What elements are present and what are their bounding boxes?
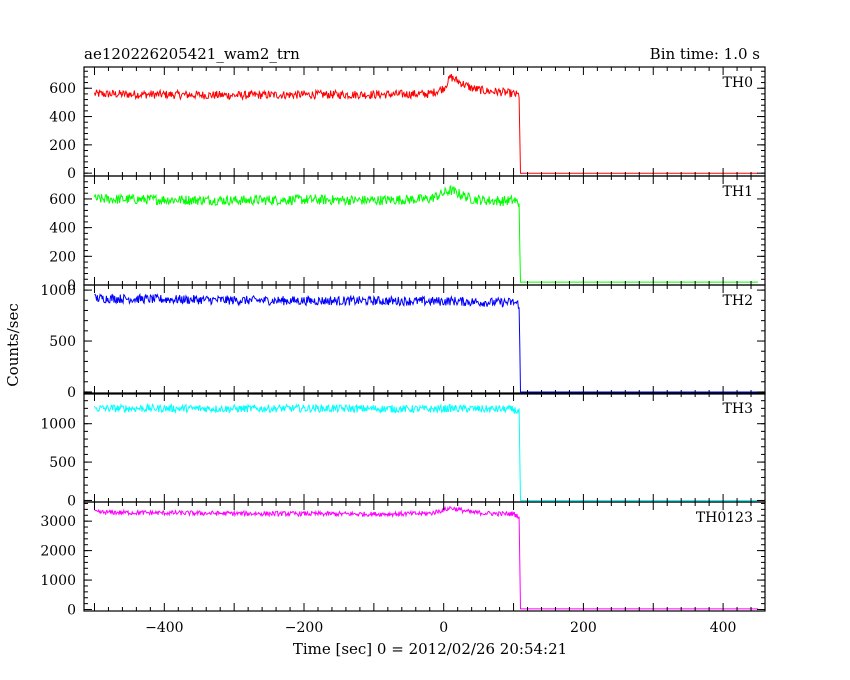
y-tick-label: 500 — [49, 334, 76, 350]
panel-th1: 0 200 400 600 TH1 — [49, 175, 766, 294]
panels-group: 0 200 400 600 TH0 0 200 400 600 TH1 0 500 1000 TH2 0 50… — [40, 66, 766, 636]
y-tick-label: 200 — [49, 249, 76, 265]
y-tick-label: 600 — [49, 81, 76, 97]
series-line-th1 — [94, 184, 758, 283]
x-tick-label: −200 — [285, 620, 323, 636]
x-tick-label: −400 — [145, 620, 183, 636]
panel-frame — [83, 284, 766, 395]
y-tick-label: 0 — [67, 385, 76, 401]
series-line-th0 — [94, 74, 758, 174]
chart-subtitle: Bin time: 1.0 s — [650, 45, 760, 63]
y-tick-label: 2000 — [40, 544, 76, 560]
series-line-th0123 — [94, 505, 758, 610]
y-tick-label: 0 — [67, 166, 76, 182]
series-label-th0: TH0 — [723, 75, 753, 91]
series-label-th0123: TH0123 — [696, 510, 753, 526]
y-tick-label: 400 — [49, 110, 76, 126]
y-tick-label: 1000 — [40, 283, 76, 299]
panel-frame — [83, 66, 766, 177]
y-tick-label: 500 — [49, 455, 76, 471]
y-tick-label: 1000 — [40, 417, 76, 433]
y-tick-label: 0 — [67, 493, 76, 509]
x-tick-label: 400 — [710, 620, 737, 636]
panel-frame — [83, 501, 766, 612]
y-tick-label: 600 — [49, 192, 76, 208]
y-tick-label: 3000 — [40, 514, 76, 530]
panel-th0123: 0 1000 2000 3000 TH0123 — [40, 501, 766, 619]
x-tick-label: 0 — [439, 620, 448, 636]
series-line-th2 — [94, 292, 758, 393]
y-tick-label: 400 — [49, 221, 76, 237]
series-line-th3 — [94, 402, 758, 501]
y-axis-label: Counts/sec — [4, 303, 22, 387]
panel-th3: 0 500 1000 TH3 — [40, 392, 766, 509]
panel-th0: 0 200 400 600 TH0 — [49, 66, 766, 182]
y-tick-label: 0 — [67, 603, 76, 619]
y-tick-label: 0 — [67, 278, 76, 294]
series-label-th1: TH1 — [723, 184, 753, 200]
chart-title: ae120226205421_wam2_trn — [84, 45, 300, 63]
y-tick-label: 200 — [49, 138, 76, 154]
series-label-th2: TH2 — [723, 293, 753, 309]
panel-frame — [83, 175, 766, 286]
x-axis-label: Time [sec] 0 = 2012/02/26 20:54:21 — [293, 640, 567, 658]
x-tick-label: 200 — [570, 620, 597, 636]
y-tick-label: 1000 — [40, 573, 76, 589]
series-label-th3: TH3 — [723, 401, 753, 417]
panel-th2: 0 500 1000 TH2 — [40, 283, 766, 401]
